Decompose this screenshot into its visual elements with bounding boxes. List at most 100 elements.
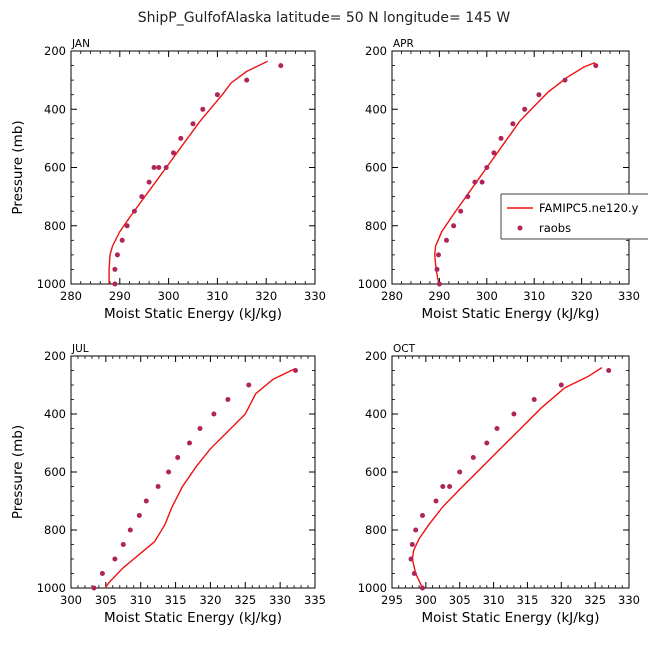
- x-tick-label: 290: [109, 289, 131, 303]
- obs-point: [458, 208, 464, 214]
- x-tick-label: 300: [415, 593, 437, 607]
- obs-point: [420, 513, 425, 518]
- y-tick-label: 1000: [358, 581, 387, 595]
- obs-point: [175, 455, 181, 460]
- y-tick-label: 400: [44, 407, 66, 421]
- panel-jan: JAN 280 290 300 310 320 330 200 400 600 800 1000 Moi…: [10, 38, 326, 322]
- obs-point: [244, 77, 250, 83]
- obs-point: [494, 426, 500, 431]
- x-tick-label: 280: [60, 289, 82, 303]
- x-tick-label: 290: [428, 289, 450, 303]
- panel-title-jul: JUL: [71, 343, 89, 355]
- obs-point: [558, 382, 564, 388]
- y-tick-label: 400: [365, 102, 387, 116]
- obs-point: [511, 411, 517, 417]
- y-tick-label: 400: [365, 407, 387, 421]
- y-tick-label: 800: [44, 523, 66, 537]
- obs-point: [200, 106, 206, 112]
- panel-oct: OCT 295 300 305 310 315 320 325 330 200 400 600 800 1…: [358, 343, 640, 626]
- legend: FAMIPC5.ne120.y raobs: [500, 193, 648, 240]
- obs-point: [447, 484, 453, 489]
- x-tick-label: 310: [483, 593, 505, 607]
- obs-point: [155, 484, 161, 489]
- x-tick-label: 305: [449, 593, 471, 607]
- obs-point: [124, 223, 130, 229]
- model-line-oct: [411, 367, 603, 588]
- obs-point: [171, 150, 176, 156]
- y-tick-label: 200: [44, 44, 66, 58]
- legend-model-label: FAMIPC5.ne120.y: [539, 201, 639, 215]
- obs-point: [187, 440, 192, 446]
- obs-point: [444, 237, 449, 243]
- obs-point: [293, 368, 298, 373]
- obs-point: [433, 498, 439, 504]
- y-tick-label: 800: [365, 523, 387, 537]
- obs-point: [214, 92, 220, 98]
- obs-point: [472, 179, 478, 185]
- obs-point: [409, 542, 415, 547]
- obs-point: [114, 252, 120, 258]
- y-tick-label: 600: [365, 465, 387, 479]
- x-tick-label: 310: [206, 289, 228, 303]
- plot-frame-jan: [70, 50, 316, 285]
- obs-point: [479, 179, 485, 185]
- obs-point: [151, 165, 157, 170]
- legend-background: [501, 194, 648, 239]
- obs-point: [440, 484, 446, 489]
- obs-point: [278, 63, 284, 69]
- obs-point: [120, 542, 126, 547]
- obs-point: [211, 411, 217, 417]
- obs-point: [163, 165, 169, 170]
- obs-point: [465, 194, 471, 200]
- obs-point: [562, 77, 568, 83]
- obs-point: [246, 382, 252, 388]
- obs-point: [606, 368, 612, 373]
- x-tick-label: 295: [381, 593, 403, 607]
- obs-point: [491, 150, 497, 156]
- panel-title-jan: JAN: [71, 38, 90, 50]
- panel-jul: JUL 300 305 310 315 320 325 330 335 200 400 600 800 1…: [10, 343, 326, 626]
- x-axis-label: Moist Static Energy (kJ/kg): [422, 610, 600, 626]
- obs-point: [119, 237, 125, 243]
- x-tick-label: 325: [234, 593, 256, 607]
- x-tick-label: 330: [618, 593, 640, 607]
- x-axis-label: Moist Static Energy (kJ/kg): [104, 610, 282, 626]
- y-tick-label: 1000: [358, 277, 387, 291]
- obs-point: [127, 527, 133, 533]
- y-tick-label: 1000: [37, 581, 66, 595]
- y-tick-label: 200: [365, 349, 387, 363]
- obs-point: [112, 556, 118, 562]
- y-tick-label: 1000: [37, 277, 66, 291]
- obs-point: [436, 281, 442, 287]
- obs-point: [413, 527, 419, 533]
- obs-point: [531, 397, 537, 402]
- obs-point: [411, 571, 417, 576]
- obs-point: [510, 121, 516, 127]
- panel-title-oct: OCT: [393, 343, 416, 355]
- obs-point: [99, 571, 105, 576]
- x-tick-label: 320: [255, 289, 277, 303]
- x-tick-label: 320: [199, 593, 221, 607]
- y-tick-label: 400: [44, 102, 66, 116]
- obs-point: [498, 135, 504, 141]
- obs-point: [91, 585, 97, 591]
- x-tick-label: 300: [60, 593, 82, 607]
- x-tick-label: 300: [476, 289, 498, 303]
- figure-title: ShipP_GulfofAlaska latitude= 50 N longit…: [138, 10, 511, 26]
- x-tick-label: 325: [584, 593, 606, 607]
- obs-point: [484, 165, 490, 170]
- plot-frame-apr: [391, 50, 630, 285]
- x-axis-label: Moist Static Energy (kJ/kg): [104, 306, 282, 322]
- legend-obs-label: raobs: [539, 221, 571, 235]
- y-tick-label: 800: [44, 219, 66, 233]
- obs-point: [136, 513, 142, 518]
- y-tick-label: 200: [44, 349, 66, 363]
- panels-group: JAN 280 290 300 310 320 330 200 400 600 800 1000 Moi…: [10, 38, 640, 626]
- legend-obs-swatch: [517, 225, 523, 231]
- y-tick-label: 800: [365, 219, 387, 233]
- obs-point: [139, 194, 145, 200]
- obs-point: [156, 165, 162, 170]
- x-tick-label: 315: [516, 593, 538, 607]
- obs-point: [197, 426, 203, 431]
